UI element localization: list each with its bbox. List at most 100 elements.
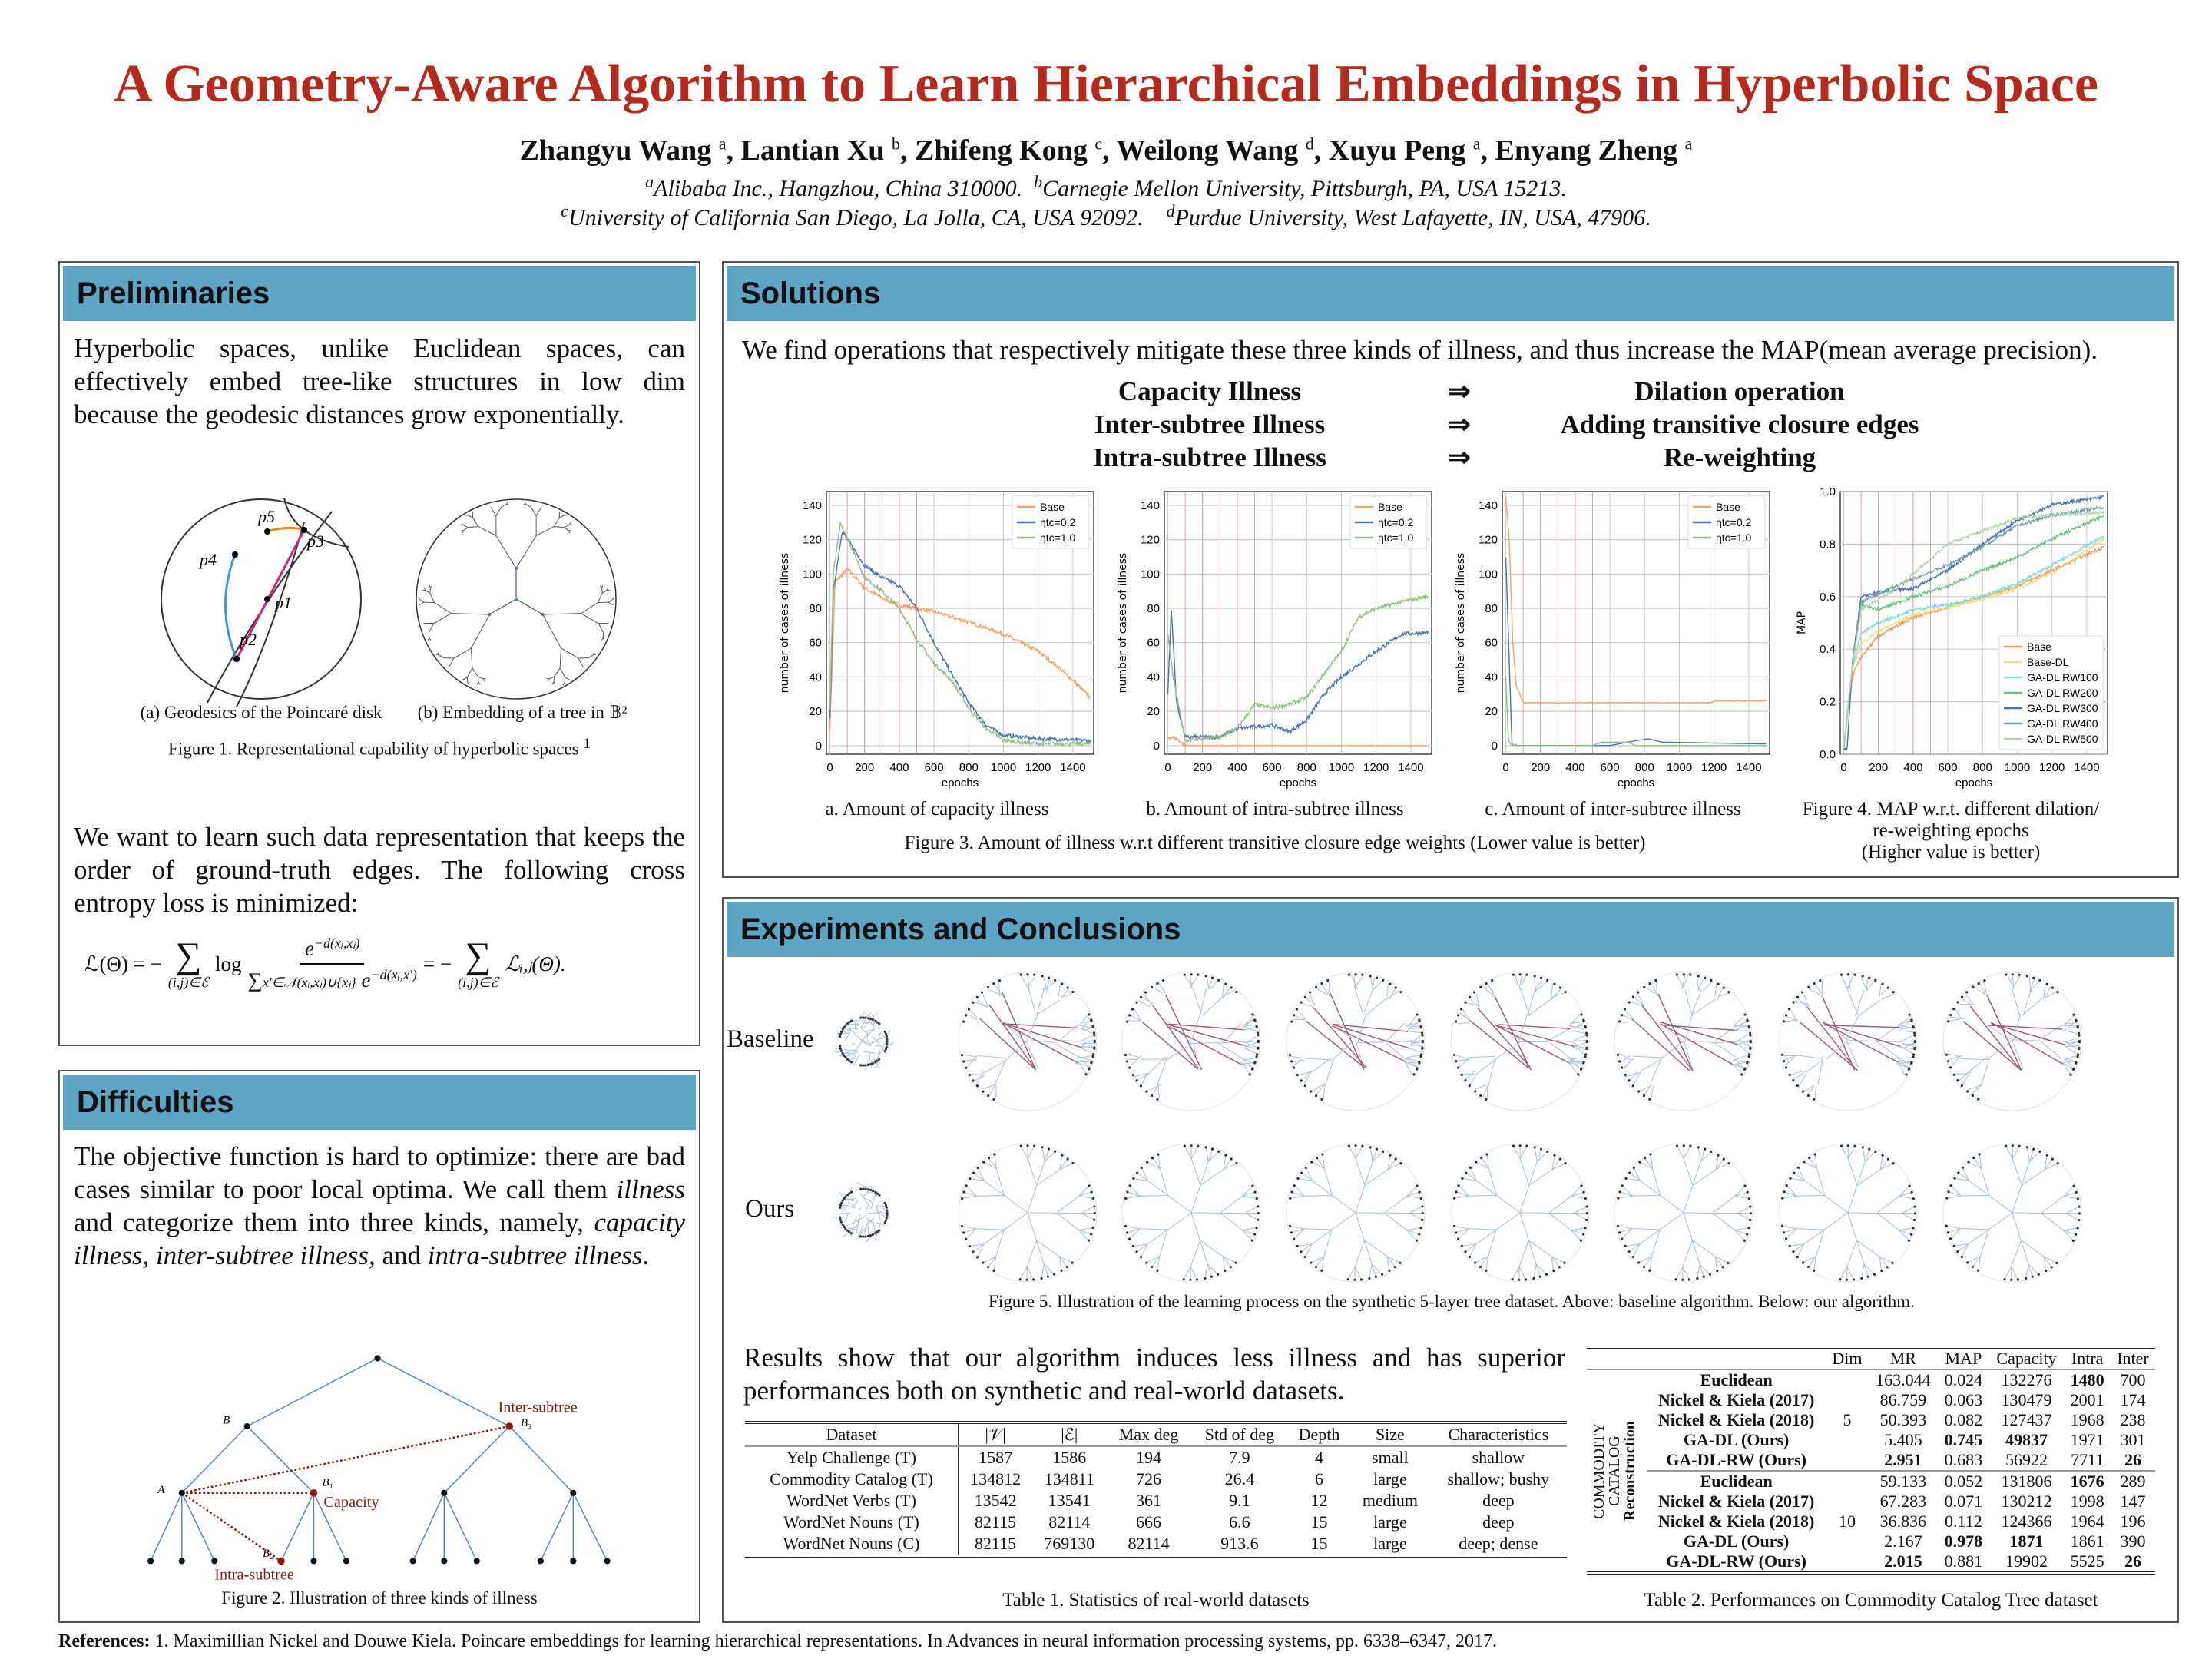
table-cell: WordNet Nouns (T): [745, 1512, 959, 1533]
graph-edge: [982, 1060, 1007, 1075]
graph-edge: [1617, 1052, 1631, 1061]
graph-node: [1457, 1184, 1460, 1187]
graph-edge: [863, 1012, 878, 1029]
graph-edge: [1132, 1072, 1149, 1078]
section-heading: Experiments and Conclusions: [727, 902, 2174, 957]
graph-edge: [1896, 1056, 1912, 1065]
table-cell: 147: [2120, 1492, 2146, 1511]
graph-node: [1852, 1278, 1856, 1281]
graph-edge: [1991, 1023, 2066, 1046]
graph-edge: [2012, 1145, 2020, 1160]
graph-edge: [1025, 1012, 1039, 1043]
graph-edge: [2043, 1256, 2058, 1263]
graph-edge: [1631, 1002, 1643, 1006]
graph-node: [1582, 1061, 1585, 1064]
graph-node: [1796, 1255, 1799, 1259]
graph-edge: [1158, 982, 1167, 994]
graph-edge: [1409, 1213, 1423, 1220]
graph-edge: [1823, 1022, 1899, 1063]
graph-edge: [1714, 983, 1717, 997]
graph-node: [1563, 1261, 1566, 1264]
graph-node: [1139, 1256, 1143, 1259]
graph-edge: [1078, 1227, 1094, 1230]
graph-edge: [2063, 1227, 2078, 1231]
graph-edge: [1814, 1154, 1818, 1169]
graph-edge: [1190, 1240, 1200, 1267]
table-cell: shallow: [1472, 1448, 1525, 1467]
graph-node: [1256, 1031, 1260, 1035]
table-cell: 0.082: [1944, 1410, 1983, 1429]
graph-edge: [1003, 1023, 1079, 1029]
table-row: GA-DL (Ours) 5.405 0.745 49837 1971 301: [1587, 1430, 2155, 1450]
graph-node: [1912, 1227, 1915, 1230]
graph-node: [2078, 1212, 2081, 1215]
graph-node: [1631, 1255, 1634, 1259]
graph-edge: [1127, 1191, 1141, 1197]
graph-edge: [1133, 1178, 1148, 1181]
graph-edge: [992, 982, 1003, 996]
graph-edge: [1551, 987, 1563, 1001]
table-cell: Yelp Challenge (T): [745, 1446, 959, 1469]
graph-edge: [2065, 1213, 2080, 1221]
graph-node: [1290, 1190, 1293, 1194]
graph-node: [2077, 1053, 2080, 1056]
graph-edge: [1717, 992, 1731, 997]
graph-node: [1648, 1269, 1651, 1272]
graph-node: [1746, 1018, 1749, 1022]
graph-node: [1788, 1244, 1791, 1247]
graph-edge: [851, 1200, 855, 1201]
graph-edge: [1059, 1155, 1063, 1170]
graph-node: [1947, 1020, 1950, 1023]
graph-edge: [1406, 1055, 1421, 1058]
graph-edge: [1137, 1172, 1148, 1181]
graph-edge: [1652, 1168, 1661, 1196]
graph-node: [839, 1047, 842, 1050]
graph-edge: [1078, 1230, 1091, 1235]
graph-edge: [1081, 1017, 1091, 1031]
graph-node: [839, 1220, 843, 1224]
graph-edge: [1312, 1006, 1367, 1068]
table-cell: 82115: [975, 1512, 1017, 1532]
graph-node: [843, 1026, 846, 1029]
graph-node: [1585, 1046, 1588, 1049]
graph-edge: [1406, 1185, 1418, 1197]
graph-node: [2078, 1034, 2081, 1037]
operation-reweighting: Re-weighting: [1663, 442, 1816, 472]
graph-node: [1128, 1184, 1131, 1187]
column-header: Std of deg: [1204, 1425, 1275, 1444]
graph-edge: [843, 1031, 847, 1034]
graph-node: [1868, 1147, 1871, 1151]
method-name: GA-DL-RW (Ours): [1666, 1450, 1807, 1469]
graph-node: [1949, 1066, 1952, 1069]
table-cell: 56922: [2005, 1450, 2048, 1469]
table-cell: WordNet Verbs (T): [745, 1490, 959, 1512]
graph-edge: [978, 1055, 1006, 1058]
graph-node: [1093, 1218, 1096, 1221]
table-cell: 1971: [2070, 1430, 2104, 1449]
graph-edge: [1141, 1167, 1148, 1181]
table-cell: 2001: [2070, 1390, 2104, 1409]
graph-edge: [1734, 1230, 1747, 1235]
graph-edge: [1692, 1240, 1716, 1257]
y-tick-label: 0.4: [1820, 643, 1836, 656]
x-tick-label: 600: [925, 761, 944, 774]
graph-node: [1960, 1255, 1963, 1259]
graph-edge: [1357, 1014, 1366, 1043]
graph-edge: [1978, 1256, 1982, 1271]
graph-node: [1308, 991, 1312, 994]
graph-node: [1196, 1278, 1199, 1281]
baseline-graph-snapshot: [958, 972, 1098, 1111]
legend-label: Base: [1378, 501, 1402, 513]
graph-node: [1913, 1212, 1916, 1215]
table-cell: 7711: [2071, 1450, 2104, 1469]
graph-node: [1792, 1079, 1795, 1082]
graph-edge: [1028, 975, 1036, 986]
graph-node: [1190, 1144, 1193, 1147]
affiliations-line-1: aAlibaba Inc., Hangzhou, China 310000. b…: [645, 172, 1567, 201]
graph-edge: [1354, 1266, 1363, 1280]
graph-edge: [1157, 1084, 1161, 1099]
graph-node: [1303, 1084, 1307, 1088]
graph-edge: [1386, 982, 1389, 997]
graph-node: [872, 1018, 875, 1022]
references: References: 1. Maximillian Nickel and Do…: [58, 1631, 1498, 1651]
